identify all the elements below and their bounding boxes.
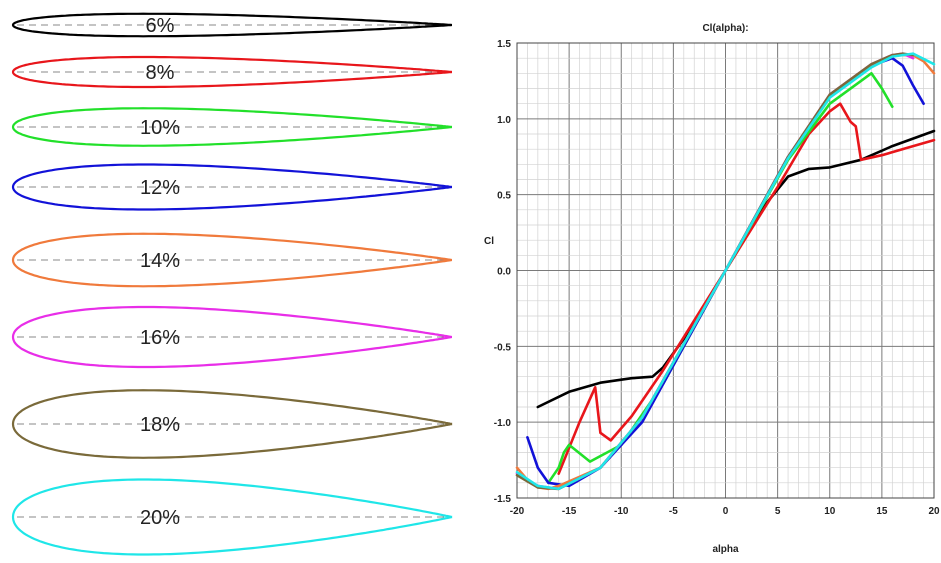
airfoil-7: 18% <box>11 389 453 459</box>
airfoil-outline <box>11 163 452 211</box>
x-tick-label: -20 <box>510 506 525 517</box>
y-tick-label: 0.0 <box>497 267 511 278</box>
airfoil-label: 8% <box>146 62 175 84</box>
airfoil-5: 14% <box>11 232 452 288</box>
airfoil-outline <box>11 389 453 459</box>
airfoil-4: 12% <box>11 163 452 211</box>
airfoil-label: 20% <box>140 507 180 529</box>
x-tick-label: 15 <box>876 506 888 517</box>
plot-frame <box>516 42 935 499</box>
y-tick-label: -1.0 <box>494 418 512 429</box>
airfoil-label: 10% <box>140 117 180 139</box>
y-tick-label: -1.5 <box>494 494 512 505</box>
cl-alpha-chart: -20 -15 -10 -5 0 5 10 15 20 -1.5 -1.0 -0.5 0.0 0.5 1.0… <box>484 23 940 555</box>
airfoil-outline <box>11 12 452 38</box>
airfoil-8: 20% <box>11 478 453 556</box>
airfoil-2: 8% <box>11 55 452 89</box>
x-tick-label: -10 <box>614 506 629 517</box>
series-line-8 <box>515 52 936 491</box>
airfoil-outline <box>11 107 452 147</box>
x-tick-label: -15 <box>562 506 577 517</box>
airfoil-label: 18% <box>140 414 180 436</box>
series-line-2 <box>557 102 936 476</box>
x-tick-label: 0 <box>723 506 729 517</box>
airfoil-outline <box>11 305 452 369</box>
series-lines <box>515 52 936 491</box>
y-tick-label: -0.5 <box>494 342 512 353</box>
y-tick-label: 1.5 <box>497 39 511 50</box>
airfoil-outline <box>11 478 453 556</box>
airfoil-6: 16% <box>11 305 452 369</box>
y-axis-label: Cl <box>484 236 494 247</box>
airfoil-outline <box>11 55 452 89</box>
airfoil-label: 6% <box>146 15 175 37</box>
airfoil-profiles-panel: 6% 8% 10% 12% 14% 16% 18% 20% <box>11 12 453 556</box>
x-axis-label: alpha <box>712 544 739 555</box>
chart-title: Cl(alpha): <box>702 23 748 34</box>
y-tick-label: 1.0 <box>497 115 511 126</box>
airfoil-outline <box>11 232 452 288</box>
airfoil-1: 6% <box>11 12 452 38</box>
x-tick-label: -5 <box>669 506 678 517</box>
x-tick-label: 20 <box>928 506 940 517</box>
y-tick-label: 0.5 <box>497 191 511 202</box>
airfoil-label: 16% <box>140 327 180 349</box>
airfoil-3: 10% <box>11 107 452 147</box>
x-tick-label: 10 <box>824 506 836 517</box>
x-tick-label: 5 <box>775 506 781 517</box>
airfoil-label: 14% <box>140 250 180 272</box>
airfoil-label: 12% <box>140 177 180 199</box>
